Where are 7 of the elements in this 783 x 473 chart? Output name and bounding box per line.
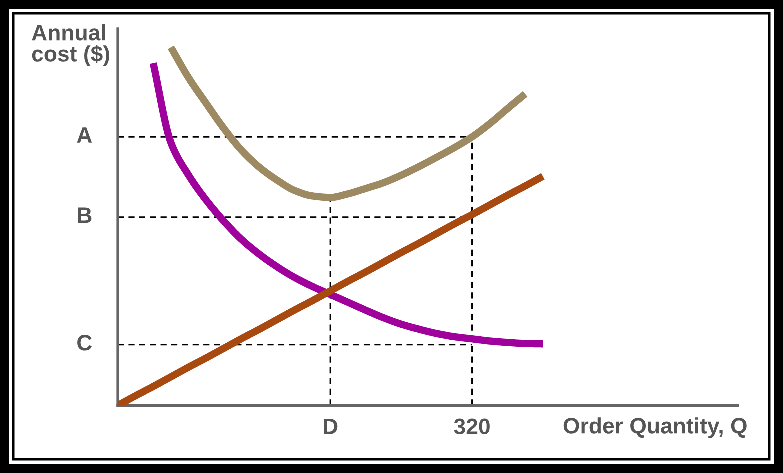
- x-axis-title: Order Quantity, Q: [564, 418, 747, 438]
- x-tick-label: 320: [454, 418, 490, 435]
- ref-line-label: C: [78, 335, 92, 351]
- ref-line-label: A: [77, 128, 92, 143]
- x-tick-label: D: [324, 419, 338, 434]
- ref-line-label: B: [78, 208, 92, 224]
- y-axis-title: Annual cost ($): [32, 24, 110, 66]
